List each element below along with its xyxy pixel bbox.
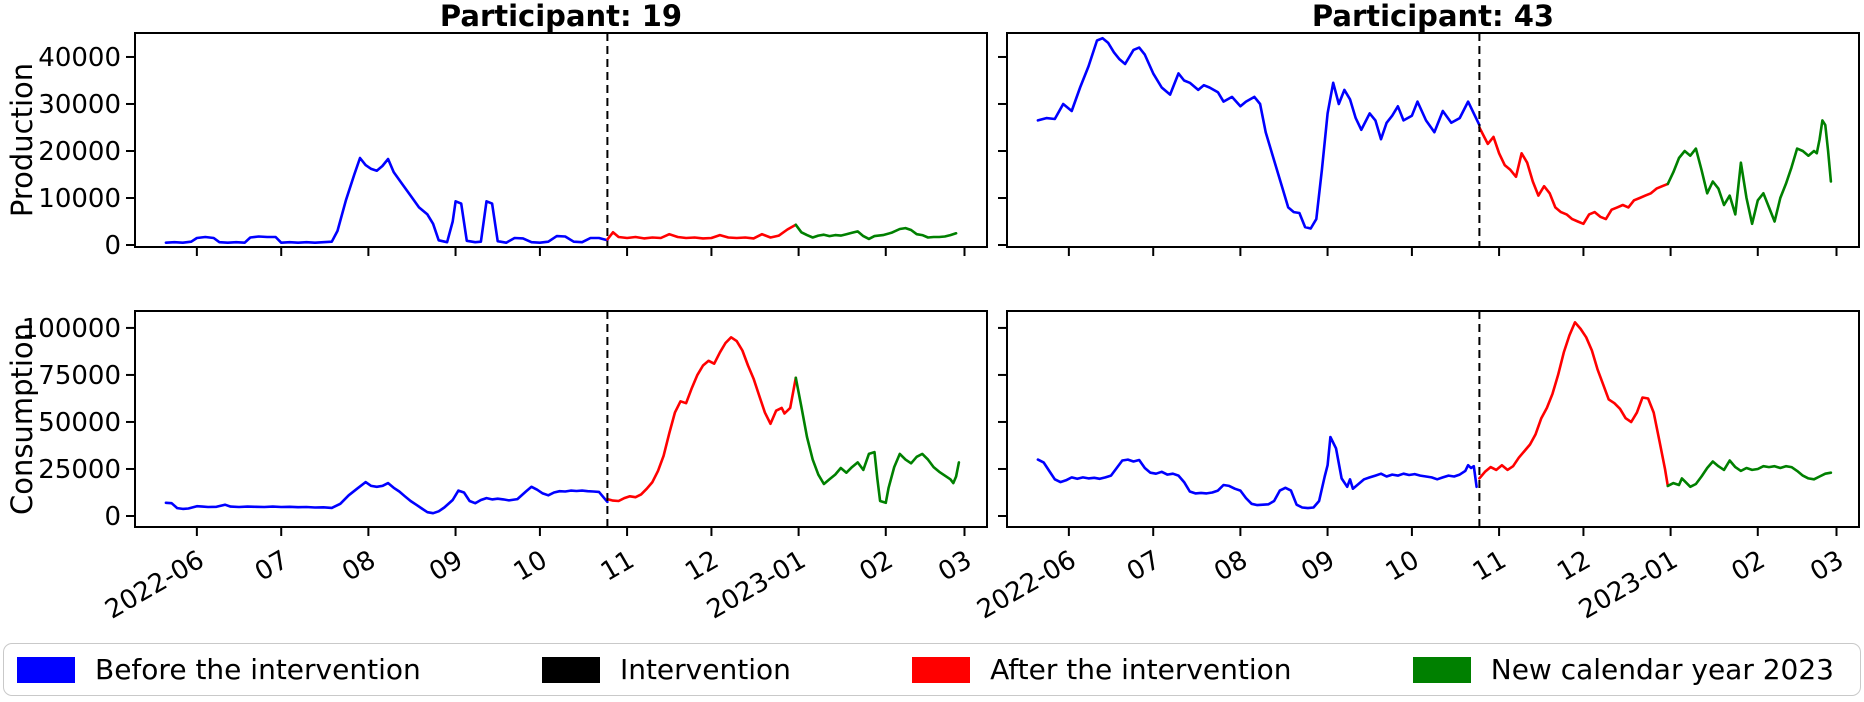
x-tick-label: 07 xyxy=(1122,545,1166,588)
y-tick-label: 20000 xyxy=(38,137,121,167)
legend-swatch-after xyxy=(912,656,971,683)
legend-item-label: After the intervention xyxy=(990,653,1292,686)
line-before xyxy=(164,156,609,244)
axes-spines xyxy=(1006,32,1860,248)
y-tick-label: 10000 xyxy=(38,184,121,214)
line-newyear xyxy=(794,223,958,241)
x-tick-label: 11 xyxy=(596,545,640,588)
y-tick-label: 50000 xyxy=(38,408,121,438)
legend-item-before: Before the intervention xyxy=(17,653,421,686)
axes-spines xyxy=(1006,310,1860,528)
x-tick-label: 09 xyxy=(424,545,468,588)
line-after xyxy=(606,335,798,503)
x-tick-label: 2023-01 xyxy=(702,545,811,625)
x-tick-label: 09 xyxy=(1296,545,1340,588)
line-before xyxy=(164,480,609,515)
x-tick-label: 10 xyxy=(509,545,553,588)
x-tick-label: 03 xyxy=(1805,545,1849,588)
plots-canvas: 0 10000 20000 30000 40000 2022-06 07 08 09 10 11 12… xyxy=(22,32,1860,625)
x-tick-label: 03 xyxy=(933,545,977,588)
x-tick-label: 2022-06 xyxy=(100,545,209,625)
x-tick-label: 08 xyxy=(1209,545,1253,588)
y-tick-label: 100000 xyxy=(22,314,121,344)
y-tick-label: 0 xyxy=(104,231,121,261)
line-before xyxy=(1036,36,1481,230)
legend-item-after: After the intervention xyxy=(912,653,1292,686)
legend-item-newyear: New calendar year 2023 xyxy=(1412,653,1834,686)
subplot-production-col0: 0 10000 20000 30000 40000 xyxy=(38,32,988,261)
x-tick-label: 02 xyxy=(1727,545,1771,588)
subplot-production-col1 xyxy=(998,32,1860,256)
y-tick-label: 30000 xyxy=(38,90,121,120)
line-newyear xyxy=(1666,459,1833,489)
legend-swatch-newyear xyxy=(1412,656,1471,683)
legend-item-label: Intervention xyxy=(619,653,791,686)
legend-item-intervention: Intervention xyxy=(541,653,791,686)
axes-spines xyxy=(134,32,988,248)
line-newyear xyxy=(1666,119,1833,226)
x-tick-label: 08 xyxy=(337,545,381,588)
legend-item-label: Before the intervention xyxy=(95,653,421,686)
y-tick-label: 25000 xyxy=(38,455,121,485)
line-before xyxy=(1036,435,1478,510)
y-tick-label: 75000 xyxy=(38,361,121,391)
y-tick-label: 40000 xyxy=(38,43,121,73)
line-after xyxy=(1478,126,1670,226)
line-newyear xyxy=(794,376,961,505)
x-tick-label: 2022-06 xyxy=(972,545,1081,625)
subplot-title-participant-43: Participant: 43 xyxy=(1311,0,1555,33)
legend: Before the intervention Intervention After… xyxy=(3,643,1861,696)
legend-swatch-intervention xyxy=(541,656,600,683)
x-tick-label: 10 xyxy=(1381,545,1425,588)
legend-item-label: New calendar year 2023 xyxy=(1490,653,1834,686)
line-after xyxy=(606,223,798,241)
x-tick-label: 02 xyxy=(855,545,899,588)
x-tick-label: 07 xyxy=(250,545,294,588)
line-after xyxy=(1478,320,1670,488)
x-tick-label: 2023-01 xyxy=(1574,545,1683,625)
subplot-title-participant-19: Participant: 19 xyxy=(439,0,683,33)
x-tick-label: 11 xyxy=(1468,545,1512,588)
x-tick-label: 12 xyxy=(1552,545,1596,588)
y-tick-label: 0 xyxy=(104,502,121,532)
axes-spines xyxy=(134,310,988,528)
x-tick-label: 12 xyxy=(680,545,724,588)
legend-swatch-before xyxy=(17,656,75,683)
